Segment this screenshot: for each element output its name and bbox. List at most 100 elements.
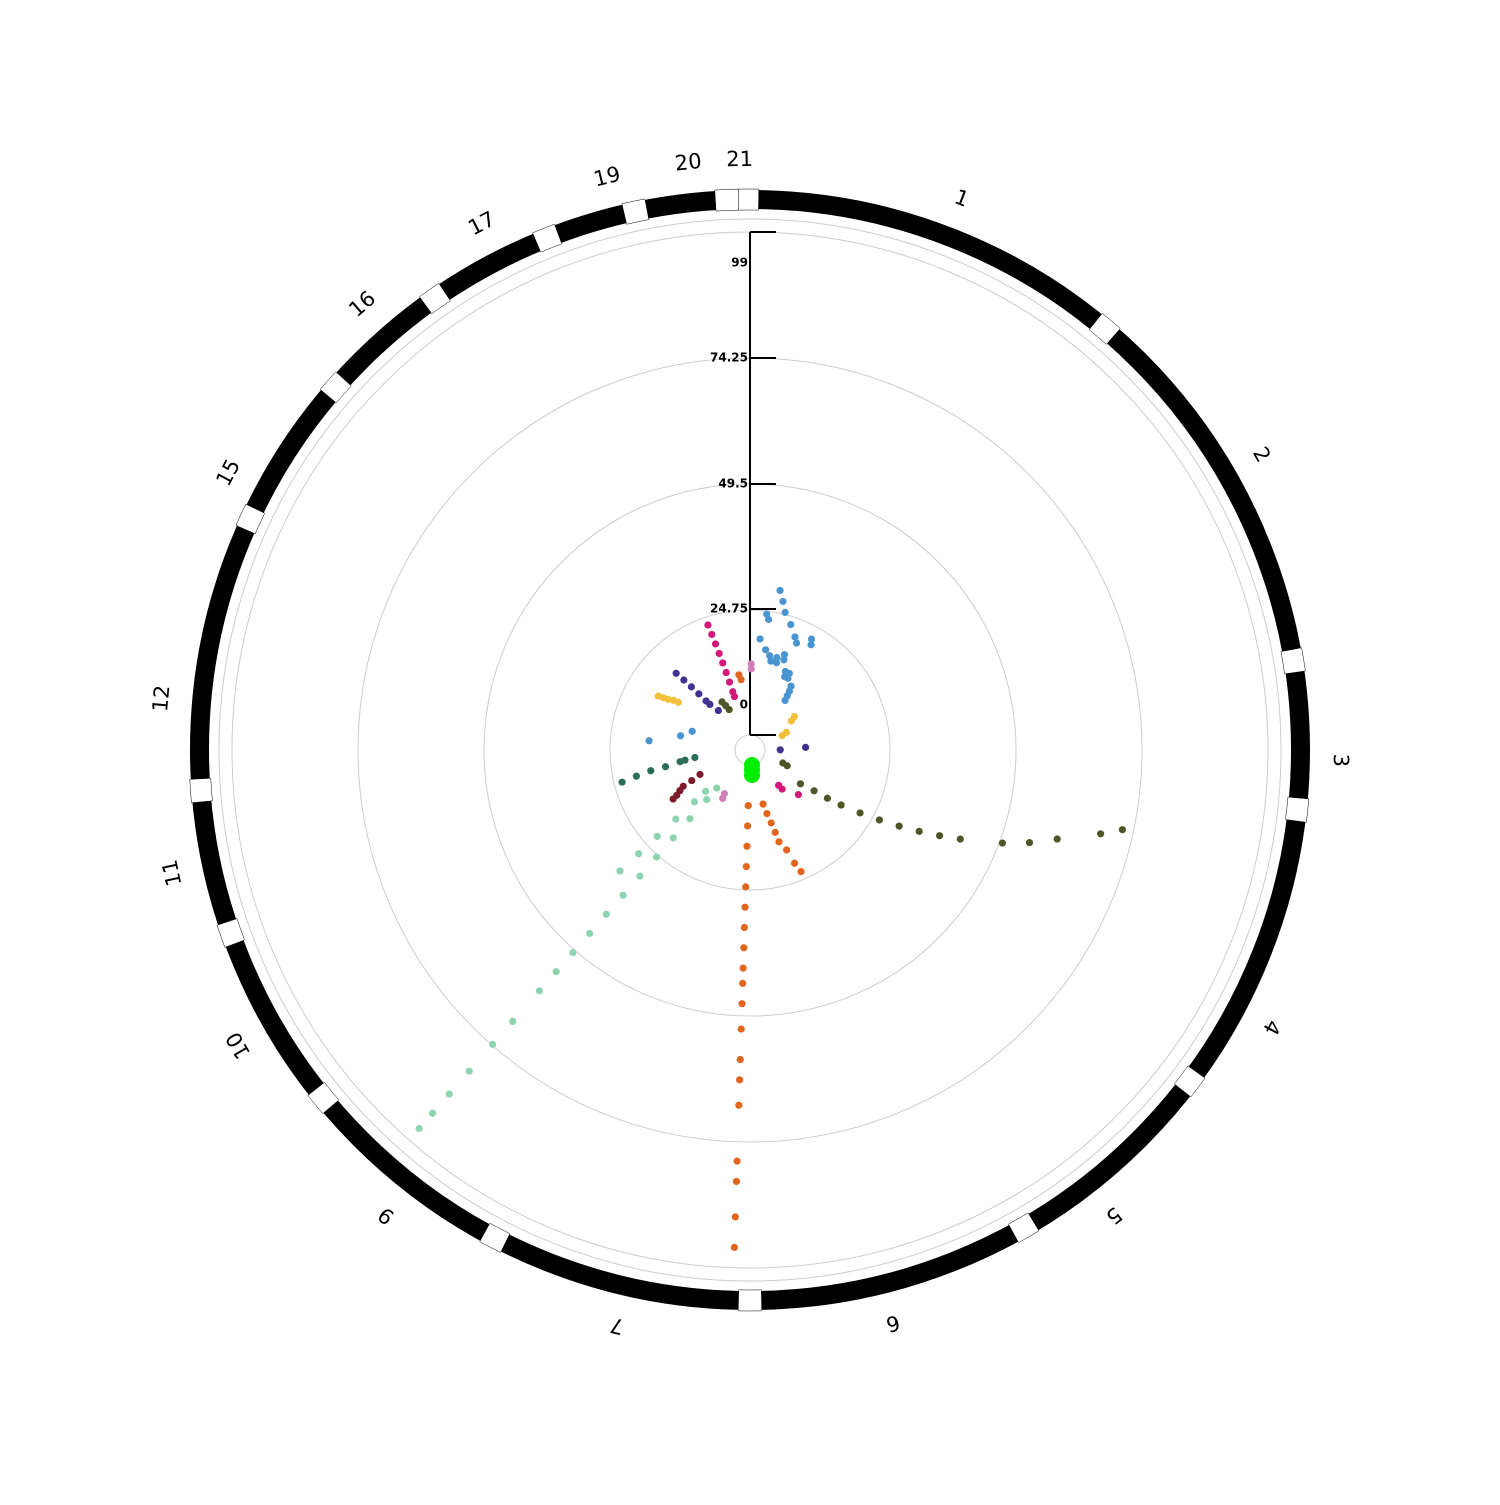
data-point-chr9-8-23: [701, 787, 710, 795]
data-point-chr1-0-17: [780, 656, 788, 664]
data-point-chr6-5-0: [797, 867, 805, 876]
data-point-chr1-0-16: [780, 651, 789, 659]
data-point-chr7-6-4: [735, 1101, 743, 1109]
data-point-chr7-6-2: [732, 1177, 741, 1186]
chromosome-label-19: 19: [591, 162, 623, 192]
radial-tick-label-0: 0: [740, 698, 748, 712]
data-point-chr9-7-1: [720, 790, 729, 798]
data-point-chr21-17-1: [747, 665, 755, 673]
data-point-chr7-6-9: [739, 979, 747, 987]
chromosome-label-17: 17: [464, 207, 499, 241]
chromosome-gap-7: [479, 1222, 511, 1253]
chromosome-label-9: 9: [373, 1202, 398, 1229]
data-point-chr5-4-0: [794, 791, 802, 799]
data-point-chr10-9-5: [696, 770, 704, 779]
data-point-chr4-3-12: [823, 794, 832, 802]
data-point-chr11-10-0: [618, 778, 626, 786]
data-point-chr4-3-6: [936, 832, 944, 840]
data-point-chr1-0-13: [767, 657, 775, 665]
data-point-chr15-12-4: [674, 698, 682, 706]
data-point-chr17-14-2: [725, 705, 733, 714]
data-point-chr9-8-11: [619, 891, 627, 899]
chromosome-label-3: 3: [1329, 753, 1353, 767]
data-point-chr7-6-3: [733, 1157, 741, 1165]
data-point-chr2-1-1: [787, 717, 795, 725]
data-point-chr6-5-3: [775, 838, 783, 846]
chromosome-gap-9: [216, 918, 245, 948]
data-point-chr7-6-11: [740, 944, 748, 952]
data-point-chr16-13-1: [680, 676, 688, 684]
radial-tick-label-2: 49.5: [718, 477, 748, 491]
chromosome-gap-1: [1088, 313, 1121, 345]
data-point-chr1-0-21: [784, 674, 792, 682]
data-point-chr1-0-4: [791, 633, 799, 641]
data-point-chr4-3-11: [837, 801, 845, 809]
data-point-chr6-5-4: [771, 828, 779, 836]
data-point-chr4-3-2: [1053, 835, 1061, 843]
data-point-chr7-6-17: [744, 822, 752, 830]
data-point-chr4-3-14: [796, 780, 805, 788]
data-point-chr16-13-6: [714, 706, 722, 715]
data-point-chr9-8-16: [703, 795, 711, 804]
data-point-chr9-8-7: [552, 968, 560, 976]
data-point-chr1-0-9: [764, 615, 773, 624]
data-point-chr4-3-0: [1118, 826, 1126, 834]
data-point-chr10-9-3: [679, 782, 687, 790]
data-point-chr11-10-1: [632, 772, 640, 780]
data-point-chr7-6-1: [731, 1213, 739, 1221]
data-point-chr4-3-9: [875, 816, 883, 824]
data-point-chr4-3-8: [895, 822, 903, 830]
data-point-chr1-0-2: [781, 608, 789, 617]
data-point-chr4-3-13: [810, 787, 818, 795]
data-point-chr12-11-0: [645, 737, 653, 745]
data-point-chr19-15-5: [722, 668, 730, 677]
data-point-chr9-8-15: [686, 815, 694, 823]
chromosome-gap-6: [737, 1289, 763, 1312]
data-point-chr9-8-20: [653, 832, 661, 840]
data-point-chr1-0-10: [756, 635, 764, 643]
chromosome-gap-13: [419, 282, 451, 315]
chromosome-label-16: 16: [344, 286, 380, 322]
data-point-chr9-8-1: [428, 1109, 437, 1117]
data-point-chr1-0-14: [773, 653, 781, 662]
chromosome-label-5: 5: [1101, 1202, 1126, 1229]
data-point-chr6-5-7: [759, 800, 767, 808]
data-point-chr12-11-1: [676, 732, 685, 740]
data-point-chr9-8-9: [586, 929, 594, 938]
data-point-chr4-3-1: [1097, 830, 1105, 838]
chromosome-label-6: 6: [884, 1310, 903, 1337]
data-point-chr10-9-4: [688, 776, 696, 785]
data-point-chr7-6-12: [740, 923, 749, 932]
data-point-chr4-3-7: [915, 827, 923, 835]
data-point-chr7-6-7: [737, 1025, 745, 1033]
data-point-chr1-0-11: [761, 646, 770, 654]
radial-tick-label-4: 99: [731, 256, 748, 270]
data-point-chr7-6-13: [741, 903, 749, 911]
data-point-chr1-0-0: [776, 586, 784, 595]
data-point-chr1-0-6: [807, 635, 816, 643]
data-point-chr11-10-6: [691, 753, 699, 762]
chromosome-label-21: 21: [726, 147, 753, 171]
data-point-chr4-3-4: [998, 839, 1007, 847]
data-point-chr4-3-10: [856, 809, 864, 817]
data-point-chr9-8-14: [669, 834, 677, 842]
chromosome-label-1: 1: [951, 185, 972, 212]
data-point-chr9-8-13: [652, 853, 661, 861]
data-point-chr7-6-10: [739, 964, 747, 972]
data-point-chr2-1-3: [778, 732, 786, 740]
data-point-chr6-5-2: [783, 846, 791, 854]
data-point-chr16-13-5: [706, 700, 714, 709]
data-point-chr1-0-12: [766, 652, 774, 660]
chromosome-gap-5: [1008, 1212, 1040, 1243]
data-point-chr9-8-0: [415, 1124, 423, 1133]
chromosome-gap-16: [714, 188, 739, 212]
data-point-chr7-6-0: [730, 1243, 738, 1252]
data-point-chr7-6-18: [744, 802, 752, 810]
data-point-chr9-8-21: [672, 815, 680, 823]
data-point-chr9-8-8: [569, 948, 577, 957]
data-point-chr20-16-1: [737, 676, 745, 684]
data-point-center-2: [744, 767, 760, 783]
data-point-chr9-8-4: [489, 1040, 497, 1048]
data-point-chr9-8-17: [713, 784, 721, 792]
chromosome-label-10: 10: [221, 1028, 255, 1063]
